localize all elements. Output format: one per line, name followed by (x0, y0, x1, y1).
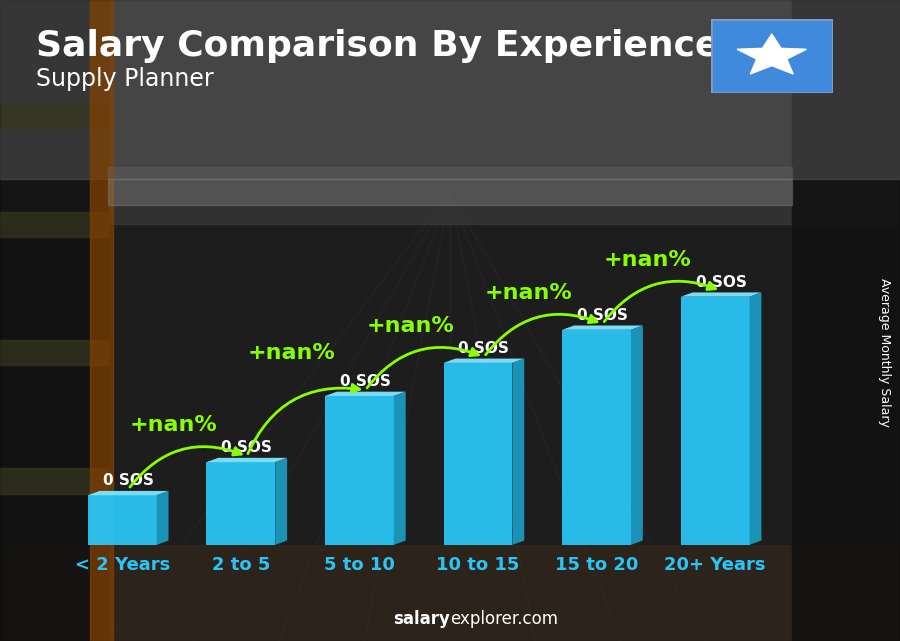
Bar (0, 0, 900, 224)
Bar (0, 468, 108, 494)
Polygon shape (680, 297, 750, 545)
Polygon shape (88, 495, 157, 545)
Bar (0, 0, 108, 641)
Polygon shape (157, 491, 168, 545)
Text: Salary Comparison By Experience: Salary Comparison By Experience (36, 29, 719, 63)
Polygon shape (394, 392, 406, 545)
Text: 0 SOS: 0 SOS (340, 374, 391, 389)
Bar (108, 167, 792, 179)
Bar (108, 179, 792, 205)
Text: +nan%: +nan% (366, 316, 454, 336)
Text: +nan%: +nan% (248, 343, 336, 363)
Polygon shape (631, 326, 643, 545)
Text: 0 SOS: 0 SOS (221, 440, 272, 455)
Text: 0 SOS: 0 SOS (103, 473, 154, 488)
Polygon shape (750, 292, 761, 545)
Bar (0, 103, 108, 128)
Text: 0 SOS: 0 SOS (458, 341, 509, 356)
Text: +nan%: +nan% (485, 283, 573, 303)
Text: +nan%: +nan% (130, 415, 217, 435)
Text: explorer.com: explorer.com (450, 610, 558, 628)
Polygon shape (512, 358, 524, 545)
Polygon shape (562, 326, 643, 330)
Polygon shape (275, 458, 287, 545)
Text: Supply Planner: Supply Planner (36, 67, 213, 91)
Bar (0, 545, 900, 641)
Polygon shape (737, 34, 806, 74)
Bar (792, 0, 900, 641)
Polygon shape (325, 396, 394, 545)
Text: Average Monthly Salary: Average Monthly Salary (878, 278, 890, 427)
Bar (0, 340, 108, 365)
Polygon shape (88, 491, 168, 495)
Polygon shape (444, 363, 512, 545)
Polygon shape (562, 330, 631, 545)
Text: salary: salary (393, 610, 450, 628)
Text: +nan%: +nan% (604, 250, 691, 270)
Bar (90, 0, 112, 641)
Polygon shape (444, 358, 524, 363)
Polygon shape (325, 392, 406, 396)
Polygon shape (206, 458, 287, 462)
Polygon shape (680, 292, 761, 297)
Bar (0, 212, 108, 237)
Text: 0 SOS: 0 SOS (696, 275, 746, 290)
Polygon shape (206, 462, 275, 545)
Bar (0, 0, 900, 179)
Text: 0 SOS: 0 SOS (577, 308, 628, 323)
